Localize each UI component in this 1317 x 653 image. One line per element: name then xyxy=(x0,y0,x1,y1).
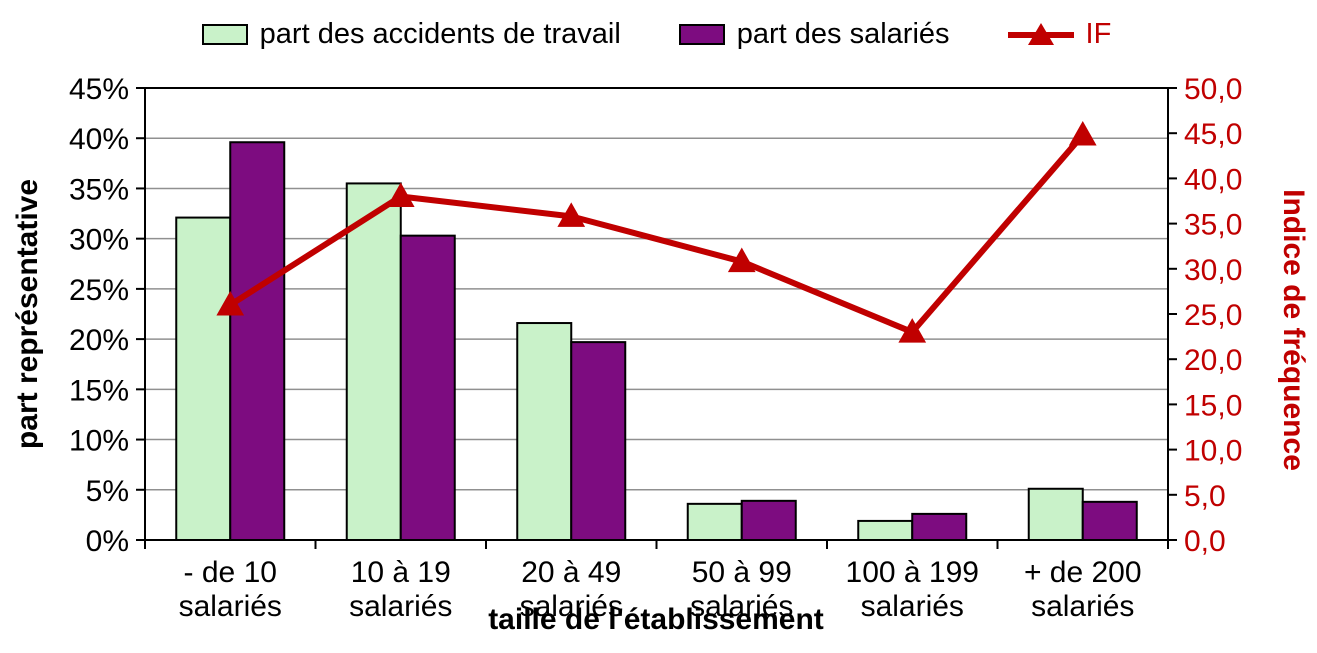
bar-salaries xyxy=(1081,500,1138,542)
x-category-label-line2: salariés xyxy=(1031,590,1134,623)
legend-label-accidents: part des accidents de travail xyxy=(259,18,621,50)
left-axis-label: 45% xyxy=(69,73,129,106)
bar-accidents xyxy=(345,182,402,542)
if-line xyxy=(228,133,1086,336)
x-category-label-line2: salariés xyxy=(179,590,282,623)
if-marker-icon xyxy=(386,182,415,207)
right-axis-label: 45,0 xyxy=(1184,118,1242,151)
accidents-swatch-icon xyxy=(201,24,248,45)
x-category-label-line1: 50 à 99 xyxy=(692,556,792,589)
x-category-label-line2: salariés xyxy=(690,590,793,623)
left-axis-label: 15% xyxy=(69,374,129,407)
if-legend-marker-icon xyxy=(1027,22,1054,45)
left-axis-label: 35% xyxy=(69,173,129,206)
left-axis-label: 40% xyxy=(69,123,129,156)
left-axis-label: 30% xyxy=(69,224,129,257)
bar-salaries xyxy=(229,141,286,542)
right-axis-label: 20,0 xyxy=(1184,344,1242,377)
legend-item-accidents: part des accidents de travail xyxy=(201,18,621,51)
bar-salaries xyxy=(570,341,627,541)
x-category-label-line1: 10 à 19 xyxy=(351,556,451,589)
right-axis-label: 15,0 xyxy=(1184,389,1242,422)
if-marker-icon xyxy=(216,290,245,316)
left-axis-label: 10% xyxy=(69,425,129,458)
if-marker-icon xyxy=(557,202,586,227)
right-axis-label: 10,0 xyxy=(1184,435,1242,468)
legend-label-if: IF xyxy=(1085,18,1112,50)
x-category-label-line2: salariés xyxy=(520,590,623,623)
right-axis-label: 5,0 xyxy=(1184,480,1226,513)
legend-item-if: IF xyxy=(1007,18,1112,51)
if-marker-icon xyxy=(898,318,927,343)
bar-salaries xyxy=(740,499,797,541)
plot-border xyxy=(144,87,1169,541)
bar-salaries xyxy=(911,512,968,542)
if-marker-icon xyxy=(1068,120,1097,146)
left-axis-label: 20% xyxy=(69,324,129,357)
bar-accidents xyxy=(857,519,914,541)
x-category-label-line2: salariés xyxy=(349,590,452,623)
left-axis-label: 5% xyxy=(86,475,129,508)
bar-salaries xyxy=(399,234,456,542)
x-category-label-line1: 20 à 49 xyxy=(521,556,621,589)
salaries-swatch-icon xyxy=(678,24,725,45)
legend-label-salaries: part des salariés xyxy=(736,18,950,50)
right-axis-label: 30,0 xyxy=(1184,254,1242,287)
right-axis-label: 35,0 xyxy=(1184,209,1242,242)
if-line-marker-icon xyxy=(1007,22,1074,45)
right-axis-label: 0,0 xyxy=(1184,525,1226,558)
bar-accidents xyxy=(1027,487,1084,542)
bar-accidents xyxy=(175,216,232,541)
x-category-label-line1: 100 à 199 xyxy=(846,556,979,589)
bar-accidents xyxy=(686,502,743,541)
right-axis-title: Indice de fréquence xyxy=(1277,189,1310,471)
legend-item-salaries: part des salariés xyxy=(678,18,950,51)
right-axis-label: 50,0 xyxy=(1184,73,1242,106)
left-axis-label: 25% xyxy=(69,274,129,307)
if-marker-icon xyxy=(727,247,756,273)
legend: part des accidents de travail part des s… xyxy=(145,18,1168,51)
bar-accidents xyxy=(516,322,573,542)
x-category-label-line1: + de 200 xyxy=(1024,556,1142,589)
left-axis-label: 0% xyxy=(86,525,129,558)
x-category-label-line1: - de 10 xyxy=(184,556,277,589)
left-axis-title: part représentative xyxy=(11,178,44,450)
right-axis-label: 40,0 xyxy=(1184,163,1242,196)
x-axis-title: taille de l'établissement xyxy=(488,603,824,636)
right-axis-label: 25,0 xyxy=(1184,299,1242,332)
x-category-label-line2: salariés xyxy=(861,590,964,623)
